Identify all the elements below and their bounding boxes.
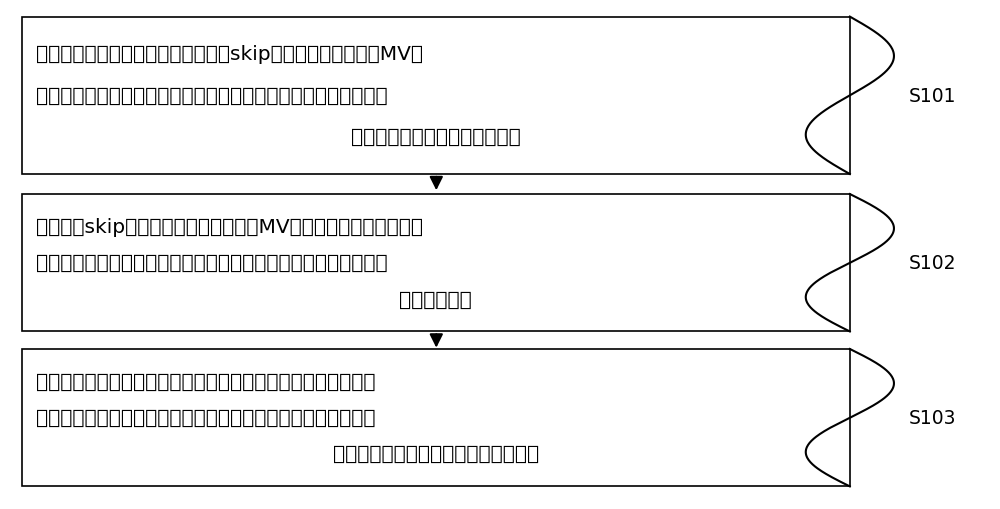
Text: 接收目标编码器发送的目标帧对应的skip宏块个数和运动矢量MV为: 接收目标编码器发送的目标帧对应的skip宏块个数和运动矢量MV为 bbox=[36, 45, 423, 64]
Text: S103: S103 bbox=[909, 408, 956, 428]
FancyBboxPatch shape bbox=[22, 194, 850, 332]
Text: S102: S102 bbox=[909, 254, 956, 273]
Text: 所述从编码器对后续的目标帧进行编码: 所述从编码器对后续的目标帧进行编码 bbox=[333, 444, 539, 463]
FancyBboxPatch shape bbox=[22, 17, 850, 175]
Text: 预设值的宏块个数，所述目标帧是所述目标编码器当前编码的数据: 预设值的宏块个数，所述目标帧是所述目标编码器当前编码的数据 bbox=[36, 87, 388, 105]
Text: 数大于第一切换门限，则将从编码器作为所述目标编码器，以使: 数大于第一切换门限，则将从编码器作为所述目标编码器，以使 bbox=[36, 408, 376, 428]
Text: S101: S101 bbox=[909, 87, 956, 105]
Text: 若连续多个所述目标帧分别对应的场景类型中第一预定场景的个: 若连续多个所述目标帧分别对应的场景类型中第一预定场景的个 bbox=[36, 372, 376, 391]
FancyBboxPatch shape bbox=[22, 349, 850, 487]
Text: 应的场景类型: 应的场景类型 bbox=[399, 290, 472, 309]
Text: 得编码复杂度指数，并依据所述编码复杂度指数判断所述目标帧对: 得编码复杂度指数，并依据所述编码复杂度指数判断所述目标帧对 bbox=[36, 254, 388, 273]
Text: 帧，所述目标编码器是主编码器: 帧，所述目标编码器是主编码器 bbox=[351, 128, 521, 147]
Text: 依据所述skip宏块个数和所述运动矢量MV为预设值的宏块的个数获: 依据所述skip宏块个数和所述运动矢量MV为预设值的宏块的个数获 bbox=[36, 218, 423, 237]
